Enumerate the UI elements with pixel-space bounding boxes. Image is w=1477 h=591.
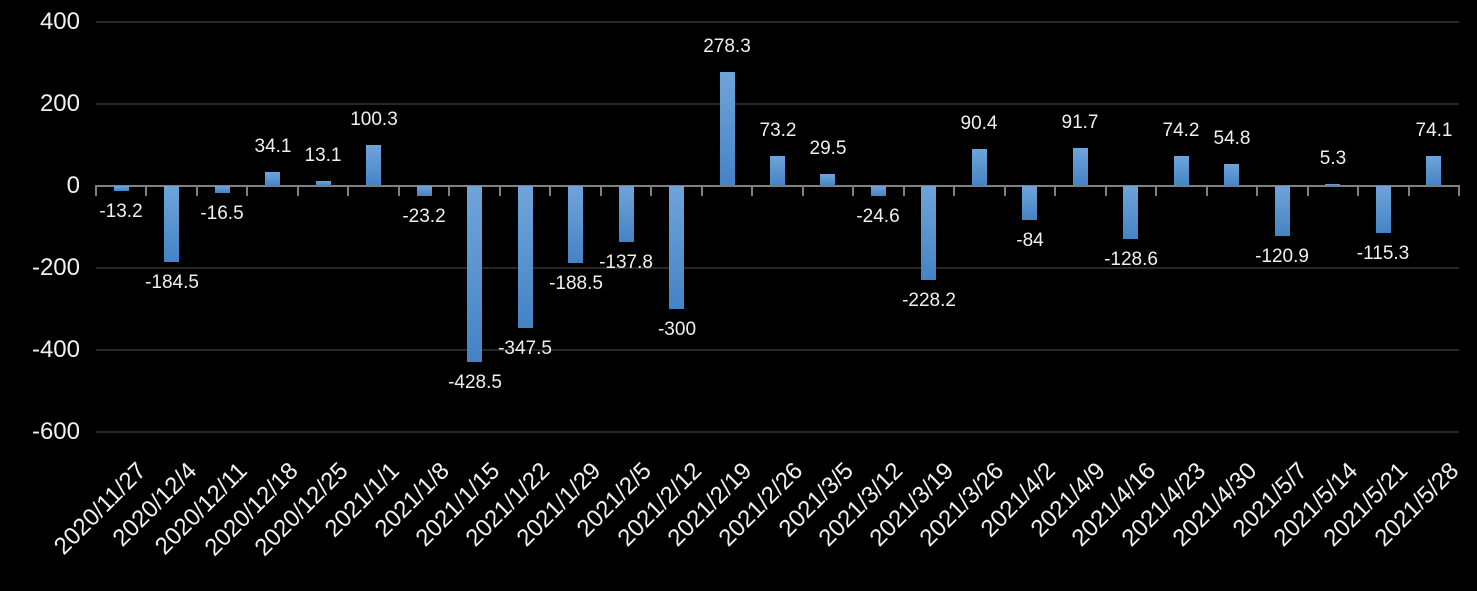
bar-value-label: -13.2 xyxy=(99,201,143,222)
bar-value-label: 90.4 xyxy=(960,113,998,134)
y-tick-label: -600 xyxy=(31,418,80,445)
bar[interactable] xyxy=(770,156,785,186)
y-tick-label: 200 xyxy=(39,90,80,117)
x-axis-tick xyxy=(1357,185,1359,196)
x-axis-tick xyxy=(549,185,551,196)
x-axis-tick xyxy=(1307,185,1309,196)
bar[interactable] xyxy=(871,186,886,196)
bar-value-label: -347.5 xyxy=(498,338,552,359)
bar[interactable] xyxy=(720,72,735,186)
y-tick-label: 0 xyxy=(66,172,80,199)
bar-value-label: 34.1 xyxy=(254,136,292,157)
bar[interactable] xyxy=(114,186,129,191)
bar-value-label: -184.5 xyxy=(145,272,199,293)
bar[interactable] xyxy=(619,186,634,242)
x-axis-tick xyxy=(1155,185,1157,196)
gridline xyxy=(96,431,1459,433)
bar-value-label: 29.5 xyxy=(809,138,847,159)
bar[interactable] xyxy=(1123,186,1138,239)
bar[interactable] xyxy=(921,186,936,280)
bar-value-label: 73.2 xyxy=(759,120,797,141)
bar-value-label: -428.5 xyxy=(448,372,502,393)
x-axis-line xyxy=(96,185,1459,187)
bar[interactable] xyxy=(1073,148,1088,186)
x-axis-tick xyxy=(1256,185,1258,196)
bar-value-label: 91.7 xyxy=(1061,112,1099,133)
bar-value-label: 74.2 xyxy=(1162,120,1200,141)
x-axis-tick xyxy=(1004,185,1006,196)
bar-value-label: -16.5 xyxy=(200,203,244,224)
bar-value-label: 5.3 xyxy=(1319,148,1347,169)
bar-value-label: -137.8 xyxy=(599,252,653,273)
bar[interactable] xyxy=(669,186,684,309)
x-axis-tick xyxy=(145,185,147,196)
x-axis-tick xyxy=(1054,185,1056,196)
bar[interactable] xyxy=(518,186,533,328)
bar[interactable] xyxy=(1325,184,1340,186)
x-axis-tick xyxy=(297,185,299,196)
x-axis-tick xyxy=(499,185,501,196)
bar[interactable] xyxy=(316,181,331,186)
x-axis-tick xyxy=(1458,185,1460,196)
x-axis-tick xyxy=(852,185,854,196)
x-axis-tick xyxy=(95,185,97,196)
bar[interactable] xyxy=(215,186,230,193)
x-axis-tick xyxy=(1408,185,1410,196)
x-axis-tick xyxy=(196,185,198,196)
bar[interactable] xyxy=(1426,156,1441,186)
bar[interactable] xyxy=(265,172,280,186)
x-axis-tick xyxy=(802,185,804,196)
bar[interactable] xyxy=(417,186,432,196)
bar-value-label: 100.3 xyxy=(350,109,398,130)
bar[interactable] xyxy=(568,186,583,263)
bar[interactable] xyxy=(366,145,381,186)
gridline xyxy=(96,21,1459,23)
bar[interactable] xyxy=(820,174,835,186)
y-tick-label: 400 xyxy=(39,8,80,35)
bar-value-label: -188.5 xyxy=(549,273,603,294)
bar[interactable] xyxy=(972,149,987,186)
bar-value-label: -84 xyxy=(1016,230,1044,251)
bar[interactable] xyxy=(1022,186,1037,220)
bar[interactable] xyxy=(164,186,179,262)
gridline xyxy=(96,267,1459,269)
x-axis-tick xyxy=(953,185,955,196)
bar-value-label: 13.1 xyxy=(304,145,342,166)
x-axis-tick xyxy=(448,185,450,196)
bar-value-label: -228.2 xyxy=(902,290,956,311)
x-axis-tick xyxy=(903,185,905,196)
bar[interactable] xyxy=(1224,164,1239,186)
x-axis-tick xyxy=(1206,185,1208,196)
x-axis-tick xyxy=(347,185,349,196)
bar-value-label: -300 xyxy=(657,319,697,340)
bar[interactable] xyxy=(467,186,482,362)
x-axis-tick xyxy=(246,185,248,196)
x-axis-tick xyxy=(600,185,602,196)
bar[interactable] xyxy=(1376,186,1391,233)
bar-value-label: -120.9 xyxy=(1255,246,1309,267)
x-axis-tick xyxy=(1105,185,1107,196)
bar[interactable] xyxy=(1174,156,1189,186)
bar-value-label: 74.1 xyxy=(1415,120,1453,141)
gridline xyxy=(96,103,1459,105)
bar[interactable] xyxy=(1275,186,1290,236)
gridline xyxy=(96,349,1459,351)
bar-value-label: -23.2 xyxy=(402,206,446,227)
y-tick-label: -400 xyxy=(31,336,80,363)
bar-value-label: 54.8 xyxy=(1213,128,1251,149)
x-axis-tick xyxy=(701,185,703,196)
x-axis-tick xyxy=(751,185,753,196)
bar-value-label: -115.3 xyxy=(1356,243,1410,264)
bar-value-label: -24.6 xyxy=(856,206,900,227)
x-axis-tick xyxy=(398,185,400,196)
x-axis-tick xyxy=(650,185,652,196)
y-tick-label: -200 xyxy=(31,254,80,281)
bar-value-label: 278.3 xyxy=(703,36,751,57)
bar-value-label: -128.6 xyxy=(1104,249,1158,270)
